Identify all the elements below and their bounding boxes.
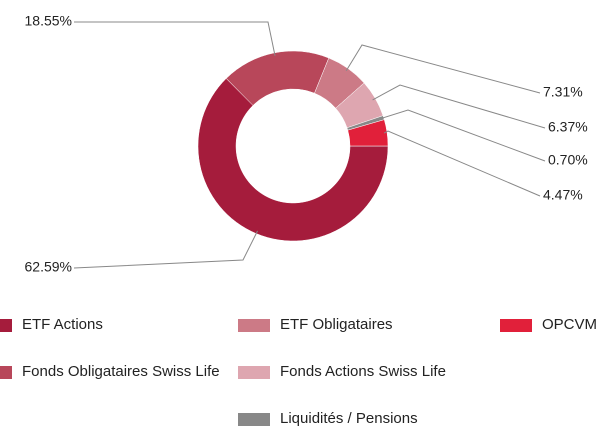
legend-item: ETF Actions [0, 316, 180, 334]
leader-line [383, 130, 541, 197]
leader-line [74, 21, 276, 56]
data-label: 4.47% [543, 187, 583, 203]
data-label: 62.59% [25, 259, 72, 275]
leader-line [372, 84, 546, 129]
legend-label: Liquidités / Pensions [280, 410, 418, 426]
legend-label: OPCVM [542, 316, 598, 333]
legend-swatch [500, 319, 532, 332]
leader-line [345, 44, 541, 94]
data-label: 7.31% [543, 84, 583, 100]
legend-swatch [238, 319, 270, 332]
legend-label: Fonds Obligataires Swiss Life [22, 363, 220, 380]
chart: 62.59% 18.55% 7.31% 6.37% 0.70% 4.47% [25, 13, 588, 275]
donut-slice [197, 78, 389, 242]
leader-line [73, 230, 258, 269]
data-label: 0.70% [548, 152, 588, 168]
legend-item: ETF Obligataires [238, 316, 468, 334]
donut-slice [347, 119, 389, 147]
legend-label: ETF Actions [22, 316, 103, 333]
legend-label: Fonds Actions Swiss Life [280, 363, 446, 380]
legend-item: Liquidités / Pensions [238, 410, 498, 426]
legend-swatch [238, 413, 270, 426]
legend-swatch [0, 319, 12, 332]
legend-label: ETF Obligataires [280, 316, 393, 333]
legend-swatch [0, 366, 12, 379]
legend-item: OPCVM [500, 316, 604, 334]
legend-item: Fonds Obligataires Swiss Life [0, 363, 220, 381]
leader-line [380, 109, 546, 162]
legend-swatch [238, 366, 270, 379]
legend-item: Fonds Actions Swiss Life [238, 363, 498, 381]
data-label: 18.55% [25, 13, 72, 29]
data-label: 6.37% [548, 119, 588, 135]
